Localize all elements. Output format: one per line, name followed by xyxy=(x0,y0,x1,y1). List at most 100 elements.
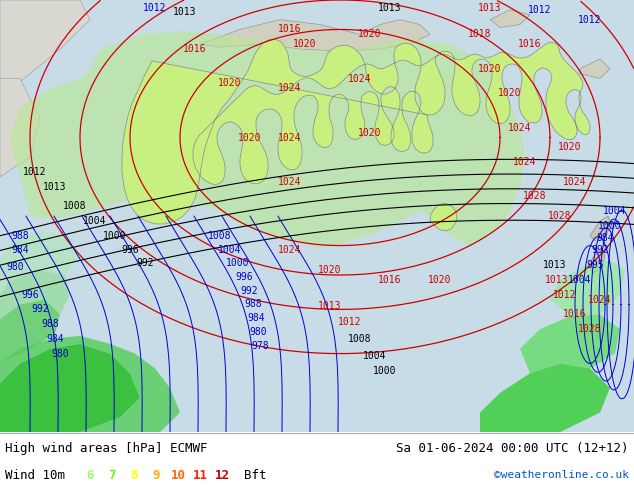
Text: 980: 980 xyxy=(6,262,24,272)
Polygon shape xyxy=(490,10,530,27)
Text: 1020: 1020 xyxy=(318,265,342,275)
Text: 984: 984 xyxy=(596,233,614,243)
Text: 1016: 1016 xyxy=(563,309,586,319)
Text: 7: 7 xyxy=(108,468,116,482)
Text: 1004: 1004 xyxy=(363,350,387,361)
Text: 992: 992 xyxy=(136,258,154,268)
Text: 1024: 1024 xyxy=(278,132,302,143)
Text: 1024: 1024 xyxy=(508,122,532,133)
Text: 1013: 1013 xyxy=(478,3,501,13)
Text: 1020: 1020 xyxy=(218,78,242,89)
Text: 1020: 1020 xyxy=(478,64,501,74)
Text: Wind 10m: Wind 10m xyxy=(5,468,65,482)
Text: 1024: 1024 xyxy=(278,245,302,255)
Text: 1024: 1024 xyxy=(348,74,372,84)
Polygon shape xyxy=(0,231,80,294)
Text: ©weatheronline.co.uk: ©weatheronline.co.uk xyxy=(494,470,629,480)
Text: 1000: 1000 xyxy=(226,258,250,268)
Polygon shape xyxy=(0,78,40,177)
Text: 1012: 1012 xyxy=(578,15,602,24)
Text: 984: 984 xyxy=(247,313,265,323)
Text: High wind areas [hPa] ECMWF: High wind areas [hPa] ECMWF xyxy=(5,441,207,455)
Text: 1020: 1020 xyxy=(358,29,382,39)
Text: 1020: 1020 xyxy=(294,39,317,49)
Text: 984: 984 xyxy=(11,245,29,255)
Text: 1013: 1013 xyxy=(318,301,342,312)
Text: 1013: 1013 xyxy=(378,3,402,13)
Text: 1016: 1016 xyxy=(278,24,302,34)
Text: 978: 978 xyxy=(251,341,269,351)
Text: 1008: 1008 xyxy=(348,334,372,344)
Text: 1018: 1018 xyxy=(469,29,492,39)
Text: 1004: 1004 xyxy=(218,245,242,255)
Text: 6: 6 xyxy=(86,468,94,482)
Polygon shape xyxy=(0,270,70,319)
Text: 1020: 1020 xyxy=(559,142,582,152)
Text: 1020: 1020 xyxy=(428,275,452,285)
Text: 1012: 1012 xyxy=(339,317,362,327)
Text: 9: 9 xyxy=(152,468,160,482)
Text: 1024: 1024 xyxy=(588,294,612,305)
Text: 1004: 1004 xyxy=(603,206,627,216)
Text: 1024: 1024 xyxy=(278,177,302,187)
Text: 992: 992 xyxy=(591,245,609,255)
Polygon shape xyxy=(580,59,610,78)
Text: 1028: 1028 xyxy=(523,192,547,201)
Text: 1008: 1008 xyxy=(63,201,87,211)
Text: 1013: 1013 xyxy=(173,7,197,17)
Polygon shape xyxy=(430,203,457,231)
Text: 1016: 1016 xyxy=(378,275,402,285)
Polygon shape xyxy=(480,364,610,432)
Polygon shape xyxy=(550,260,625,316)
Text: 8: 8 xyxy=(130,468,138,482)
Text: 984: 984 xyxy=(46,334,64,344)
Text: 988: 988 xyxy=(244,299,262,310)
Text: 1016: 1016 xyxy=(183,44,207,54)
Text: 1028: 1028 xyxy=(548,211,572,221)
Text: 11: 11 xyxy=(193,468,207,482)
Polygon shape xyxy=(0,299,60,364)
Text: 995: 995 xyxy=(586,260,604,270)
Text: Bft: Bft xyxy=(244,468,266,482)
Text: 1004: 1004 xyxy=(83,216,107,226)
Text: 996: 996 xyxy=(121,245,139,255)
Text: 1028: 1028 xyxy=(578,324,602,334)
Text: 1008: 1008 xyxy=(208,231,232,241)
Text: 1013: 1013 xyxy=(545,275,569,285)
Text: 1013: 1013 xyxy=(43,182,67,192)
Polygon shape xyxy=(0,0,90,98)
Polygon shape xyxy=(0,336,180,432)
Text: 1024: 1024 xyxy=(278,83,302,94)
Polygon shape xyxy=(588,250,605,273)
Text: 1000: 1000 xyxy=(103,231,127,241)
Text: 980: 980 xyxy=(51,348,69,359)
Polygon shape xyxy=(520,314,620,373)
Text: 1012: 1012 xyxy=(528,5,552,15)
Text: 1016: 1016 xyxy=(518,39,541,49)
Text: 1000: 1000 xyxy=(373,367,397,376)
Text: 980: 980 xyxy=(249,327,267,337)
Text: 1012: 1012 xyxy=(553,290,577,300)
Text: 996: 996 xyxy=(235,272,253,282)
Text: 1020: 1020 xyxy=(498,88,522,98)
Text: 988: 988 xyxy=(41,319,59,329)
Text: 992: 992 xyxy=(31,304,49,315)
Text: 1024: 1024 xyxy=(514,157,537,167)
Text: Sa 01-06-2024 00:00 UTC (12+12): Sa 01-06-2024 00:00 UTC (12+12) xyxy=(396,441,629,455)
Text: 1020: 1020 xyxy=(238,132,262,143)
Polygon shape xyxy=(122,39,590,224)
Text: 1012: 1012 xyxy=(143,3,167,13)
Text: 992: 992 xyxy=(240,286,258,296)
Text: 1004: 1004 xyxy=(568,275,592,285)
Text: 12: 12 xyxy=(214,468,230,482)
Text: 1000: 1000 xyxy=(598,221,622,231)
Text: 1013: 1013 xyxy=(543,260,567,270)
Polygon shape xyxy=(0,344,140,432)
Polygon shape xyxy=(10,31,525,247)
Text: 996: 996 xyxy=(21,290,39,300)
Text: 1024: 1024 xyxy=(563,177,586,187)
Text: 1020: 1020 xyxy=(358,127,382,138)
Text: 1012: 1012 xyxy=(23,167,47,177)
Text: 988: 988 xyxy=(11,231,29,241)
Polygon shape xyxy=(200,20,430,51)
